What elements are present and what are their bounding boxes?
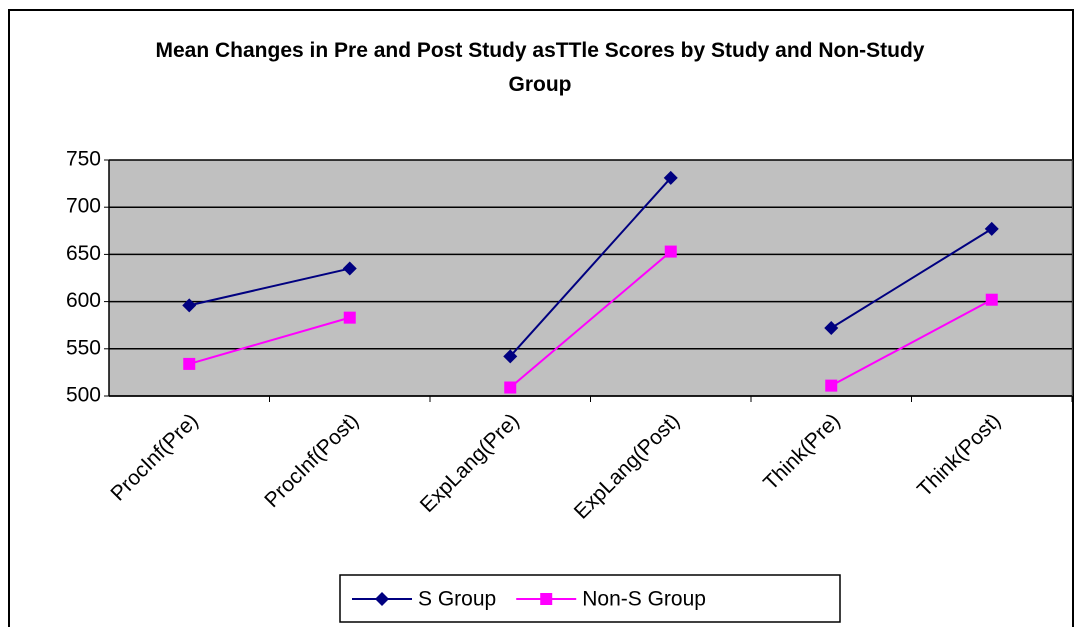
marker [504,381,517,394]
series-line [830,298,993,387]
legend-label: Non-S Group [582,588,706,611]
series-line [509,177,672,358]
series-line [189,267,350,307]
series-line [830,228,993,329]
y-tick-label: 600 [66,289,101,312]
marker [825,379,838,392]
y-tick-label: 650 [66,242,101,265]
plot-area [108,159,1073,397]
marker [183,357,196,370]
marker [985,293,998,306]
marker [664,245,677,258]
legend-box [339,574,841,623]
marker [824,321,839,336]
marker [182,298,197,313]
legend-label: S Group [418,588,496,611]
marker [503,349,518,364]
marker [663,170,678,185]
marker [375,592,389,606]
chart-title: Mean Changes in Pre and Post Study asTTl… [155,39,925,96]
y-tick-label: 500 [66,384,101,407]
marker [540,593,553,605]
marker [343,311,356,324]
y-tick-label: 750 [66,148,101,171]
series-line [188,316,351,365]
marker [984,221,999,236]
y-tick-label: 550 [66,336,101,359]
y-tick-label: 700 [66,195,101,218]
series-line [509,250,672,389]
marker [342,261,357,276]
